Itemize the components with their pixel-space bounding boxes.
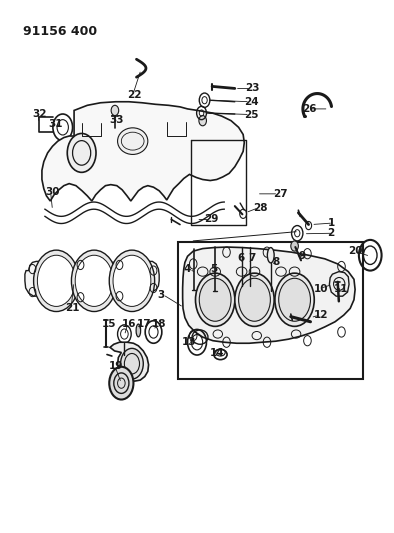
Polygon shape bbox=[42, 102, 244, 201]
Circle shape bbox=[71, 250, 117, 311]
Text: 13: 13 bbox=[182, 337, 196, 347]
Circle shape bbox=[275, 273, 314, 326]
Circle shape bbox=[306, 222, 312, 230]
Polygon shape bbox=[25, 261, 159, 301]
Circle shape bbox=[113, 255, 151, 306]
Text: 17: 17 bbox=[136, 319, 151, 329]
Polygon shape bbox=[183, 247, 355, 343]
Text: 4: 4 bbox=[184, 264, 191, 274]
Circle shape bbox=[121, 349, 143, 379]
Text: 27: 27 bbox=[273, 189, 287, 199]
Text: 26: 26 bbox=[302, 104, 317, 114]
Circle shape bbox=[67, 133, 96, 172]
Ellipse shape bbox=[136, 324, 141, 337]
Text: 9: 9 bbox=[298, 251, 305, 261]
Text: 12: 12 bbox=[314, 310, 328, 320]
Circle shape bbox=[37, 255, 75, 306]
Text: 31: 31 bbox=[49, 119, 63, 130]
Text: 2: 2 bbox=[327, 228, 335, 238]
Text: 7: 7 bbox=[248, 253, 255, 263]
Circle shape bbox=[109, 250, 154, 311]
Text: 3: 3 bbox=[157, 289, 165, 300]
Text: 6: 6 bbox=[238, 253, 245, 263]
Polygon shape bbox=[329, 272, 349, 296]
Text: 22: 22 bbox=[127, 90, 141, 100]
Circle shape bbox=[199, 278, 231, 321]
Circle shape bbox=[109, 367, 134, 400]
Circle shape bbox=[195, 273, 235, 326]
Text: 21: 21 bbox=[65, 303, 80, 313]
Text: 14: 14 bbox=[210, 349, 225, 359]
Text: 20: 20 bbox=[348, 246, 363, 256]
Circle shape bbox=[239, 278, 270, 321]
Text: 16: 16 bbox=[122, 319, 137, 329]
Circle shape bbox=[291, 241, 298, 251]
Text: 11: 11 bbox=[334, 284, 348, 294]
Circle shape bbox=[199, 116, 206, 126]
Polygon shape bbox=[110, 342, 149, 381]
Text: 32: 32 bbox=[32, 109, 47, 119]
Circle shape bbox=[75, 255, 113, 306]
Text: 91156 400: 91156 400 bbox=[23, 25, 97, 38]
Ellipse shape bbox=[268, 247, 274, 263]
Bar bbox=[178, 242, 363, 379]
Text: 24: 24 bbox=[244, 96, 259, 107]
Text: 33: 33 bbox=[109, 115, 124, 125]
Ellipse shape bbox=[117, 128, 148, 155]
Text: 15: 15 bbox=[102, 319, 116, 329]
Text: 19: 19 bbox=[109, 361, 124, 372]
Text: 1: 1 bbox=[327, 218, 335, 228]
Text: 28: 28 bbox=[253, 203, 268, 213]
Circle shape bbox=[112, 120, 118, 129]
Circle shape bbox=[279, 278, 310, 321]
Text: 30: 30 bbox=[45, 187, 59, 197]
Text: 25: 25 bbox=[244, 109, 259, 119]
Text: 23: 23 bbox=[245, 84, 260, 93]
Text: 29: 29 bbox=[204, 214, 219, 224]
Text: 10: 10 bbox=[314, 284, 329, 294]
Circle shape bbox=[33, 250, 79, 311]
Circle shape bbox=[235, 273, 274, 326]
Circle shape bbox=[111, 106, 119, 116]
Circle shape bbox=[240, 209, 247, 219]
Text: 5: 5 bbox=[210, 264, 217, 274]
Text: 18: 18 bbox=[152, 319, 166, 329]
Text: 8: 8 bbox=[273, 257, 280, 268]
